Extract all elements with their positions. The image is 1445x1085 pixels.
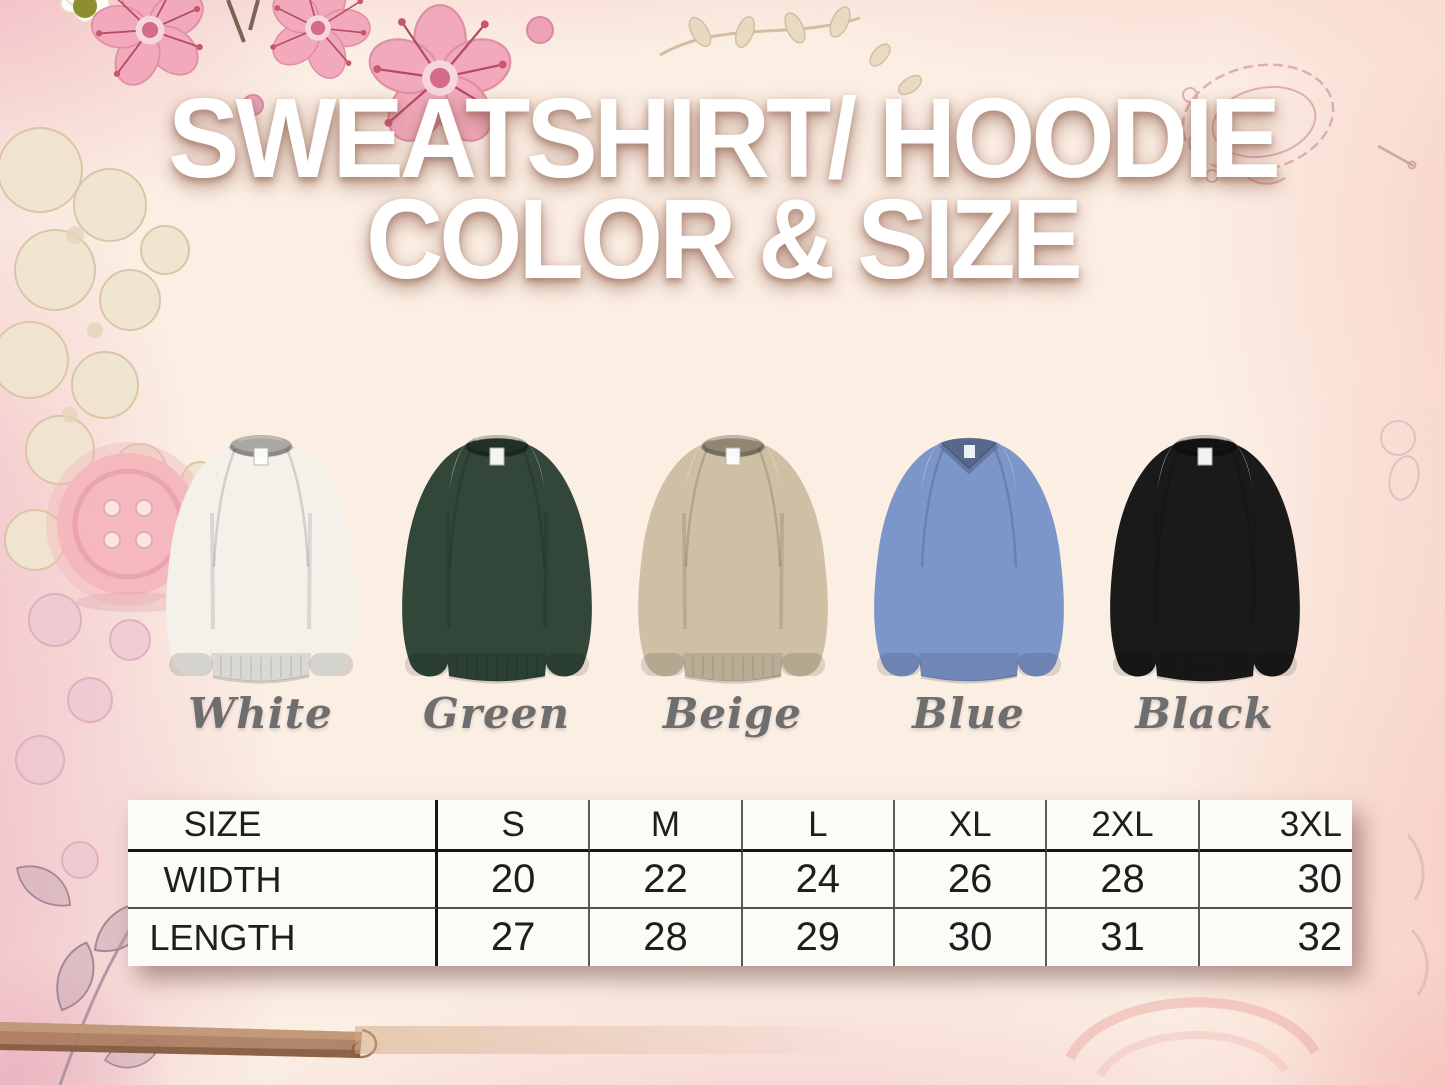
table-header-m: M	[590, 800, 743, 852]
color-options-row: White Green Beige Blue Black	[82, 417, 1383, 738]
table-cell-width-s: 20	[438, 852, 591, 909]
table-cell-length-l: 29	[743, 909, 895, 966]
sweatshirt-image-black	[1099, 417, 1311, 685]
color-label-beige: Beige	[662, 689, 803, 738]
table-cell-width-3xl: 30	[1199, 852, 1352, 909]
title-line-2: COLOR & SIZE	[366, 174, 1083, 303]
table-cell-width-xl: 26	[894, 852, 1048, 909]
table-header-l: L	[742, 800, 895, 852]
color-label-white: White	[188, 689, 333, 738]
table-cell-length-3xl: 32	[1297, 915, 1342, 959]
circle-sketch-decoration	[1380, 420, 1420, 501]
sweatshirt-image-green	[391, 417, 603, 685]
product-option-black: Black	[1097, 417, 1313, 738]
table-cell-length-m: 28	[590, 909, 743, 966]
color-label-green: Green	[423, 689, 570, 738]
table-row-label-length: LENGTH	[128, 909, 438, 966]
product-option-green: Green	[389, 417, 605, 738]
sweatshirt-image-beige	[627, 417, 839, 685]
table-header-2xl: 2XL	[1047, 800, 1200, 852]
sweatshirt-image-blue	[863, 417, 1075, 685]
product-option-blue: Blue	[861, 417, 1077, 738]
table-cell-width-l: 24	[742, 852, 895, 909]
table-cell-length-2xl: 31	[1047, 909, 1200, 966]
stick-decoration	[0, 1022, 875, 1059]
table-header-size: SIZE	[128, 800, 438, 852]
table-header-3xl: 3XL	[1199, 800, 1352, 852]
page-title: SWEATSHIRT/ HOODIE COLOR & SIZE	[0, 82, 1445, 296]
table-cell-length-s: 27	[438, 909, 591, 966]
table-header-xl: XL	[894, 800, 1048, 852]
sweatshirt-image-white	[155, 417, 367, 685]
table-cell-length-xl: 30	[895, 909, 1048, 966]
table-header-s: S	[438, 800, 591, 852]
product-option-beige: Beige	[625, 417, 841, 738]
size-chart-table: SIZE S M L XL 2XL 3XL WIDTH 20 22 24 26 …	[128, 800, 1352, 966]
table-row-label-width: WIDTH	[128, 852, 438, 909]
color-label-black: Black	[1135, 689, 1274, 738]
table-cell-width-m: 22	[590, 852, 743, 909]
product-option-white: White	[153, 417, 369, 738]
color-label-blue: Blue	[912, 689, 1025, 738]
table-cell-width-2xl: 28	[1047, 852, 1200, 909]
